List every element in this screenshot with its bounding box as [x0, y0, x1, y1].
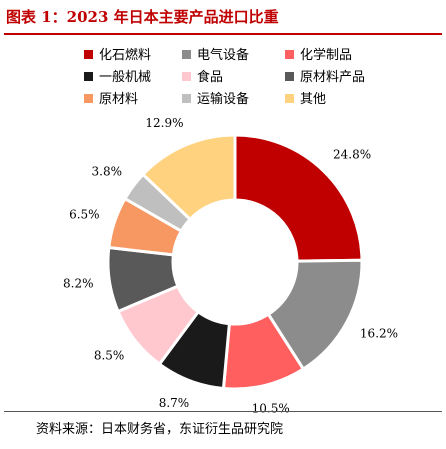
legend-swatch — [84, 94, 93, 103]
donut-slice — [233, 133, 364, 263]
legend-swatch — [285, 50, 294, 59]
data-label: 24.8% — [333, 147, 371, 161]
data-label: 16.2% — [360, 327, 398, 341]
donut-slices — [106, 133, 364, 391]
legend-label: 食品 — [197, 69, 223, 85]
data-label: 8.5% — [94, 348, 125, 362]
legend-swatch — [285, 94, 294, 103]
legend-swatch — [84, 72, 93, 81]
data-label: 10.5% — [252, 402, 290, 416]
legend-label: 化石燃料 — [99, 47, 151, 63]
legend-label: 原材料 — [99, 92, 138, 107]
legend-swatch — [182, 72, 191, 81]
legend-label: 运输设备 — [197, 91, 249, 107]
legend-label: 化学制品 — [300, 47, 352, 63]
legend-label: 一般机械 — [99, 69, 151, 85]
legend-swatch — [182, 50, 191, 59]
legend-swatch — [285, 72, 294, 81]
legend-swatch — [84, 50, 93, 59]
donut-slice — [141, 133, 237, 221]
data-label: 8.2% — [63, 276, 94, 290]
data-labels: 24.8% 16.2% 10.5% 8.7% 8.5% 8.2% 6.5% 3.8% 12.9% — [63, 116, 398, 416]
data-label: 3.8% — [92, 165, 123, 179]
source-divider — [4, 411, 442, 412]
legend-label: 电气设备 — [197, 47, 249, 63]
legend-label: 原材料产品 — [300, 70, 365, 85]
legend-label: 其他 — [300, 92, 326, 107]
figure-title: 图表 1：2023 年日本主要产品进口比重 — [6, 8, 279, 26]
title-divider — [4, 33, 442, 35]
data-label: 6.5% — [69, 208, 100, 222]
data-label: 12.9% — [145, 116, 183, 130]
legend-swatch — [182, 94, 191, 103]
data-label: 8.7% — [159, 396, 190, 410]
source-note: 资料来源：日本财务省，东证衍生品研究院 — [36, 422, 284, 437]
